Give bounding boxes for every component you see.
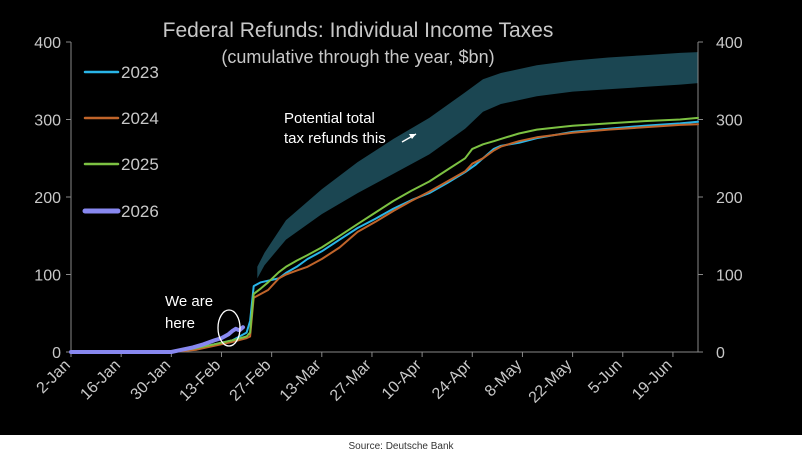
x-tick-label: 8-May — [482, 357, 525, 400]
legend: 2023 2024 2025 2026 — [82, 63, 159, 221]
chart-title: Federal Refunds: Individual Income Taxes — [163, 19, 554, 42]
chart-panel: Federal Refunds: Individual Income Taxes… — [0, 0, 802, 435]
chart-svg: Federal Refunds: Individual Income Taxes… — [34, 19, 743, 407]
y-tick-label-left: 300 — [34, 113, 61, 130]
source-caption: Source: Deutsche Bank — [348, 441, 454, 452]
x-tick-label: 13-Feb — [176, 357, 224, 405]
series-layer — [69, 116, 699, 354]
x-tick-label: 2-Jan — [34, 357, 74, 397]
annotation-here-text-line1: We are — [165, 293, 213, 310]
annotation-potential-text-line1: Potential total — [284, 110, 375, 127]
series-line-2024 — [70, 123, 699, 353]
legend-label-2024: 2024 — [121, 109, 159, 128]
x-tick-label: 27-Mar — [327, 356, 375, 404]
y-tick-label-right: 300 — [716, 113, 743, 130]
x-tick-label: 16-Jan — [77, 357, 124, 404]
x-tick-label: 10-Apr — [379, 356, 425, 402]
legend-label-2026: 2026 — [121, 202, 159, 221]
band-layer — [257, 52, 698, 279]
x-tick-label: 19-Jun — [629, 357, 676, 404]
x-tick-label: 30-Jan — [128, 357, 175, 404]
series-line-2025 — [70, 116, 699, 353]
series-line-2023 — [70, 120, 699, 353]
x-tick-label: 22-May — [526, 357, 576, 407]
x-tick-label: 24-Apr — [429, 356, 475, 402]
y-tick-label-right: 0 — [716, 345, 725, 362]
y-tick-label-right: 100 — [716, 268, 743, 285]
annotation-arrowhead — [409, 134, 416, 139]
annotation-we-are-here: We are here — [165, 293, 241, 347]
annotation-here-text-line2: here — [165, 315, 195, 332]
legend-label-2025: 2025 — [121, 155, 159, 174]
series-line-2026 — [69, 325, 245, 354]
y-tick-label-left: 400 — [34, 35, 61, 52]
x-tick-label: 5-Jun — [585, 357, 625, 397]
x-tick-label: 27-Feb — [227, 357, 275, 405]
annotation-potential-total: Potential total tax refunds this — [284, 110, 417, 147]
y-tick-label-left: 100 — [34, 268, 61, 285]
legend-label-2023: 2023 — [121, 63, 159, 82]
band-potential-refunds — [257, 52, 698, 279]
here-circle — [217, 309, 241, 347]
chart-subtitle: (cumulative through the year, $bn) — [221, 47, 494, 67]
annotation-potential-text-line2: tax refunds this — [284, 130, 386, 147]
y-tick-label-right: 200 — [716, 190, 743, 207]
y-tick-label-left: 200 — [34, 190, 61, 207]
y-tick-label-left: 0 — [52, 345, 61, 362]
y-tick-label-right: 400 — [716, 35, 743, 52]
x-tick-label: 13-Mar — [277, 356, 325, 404]
